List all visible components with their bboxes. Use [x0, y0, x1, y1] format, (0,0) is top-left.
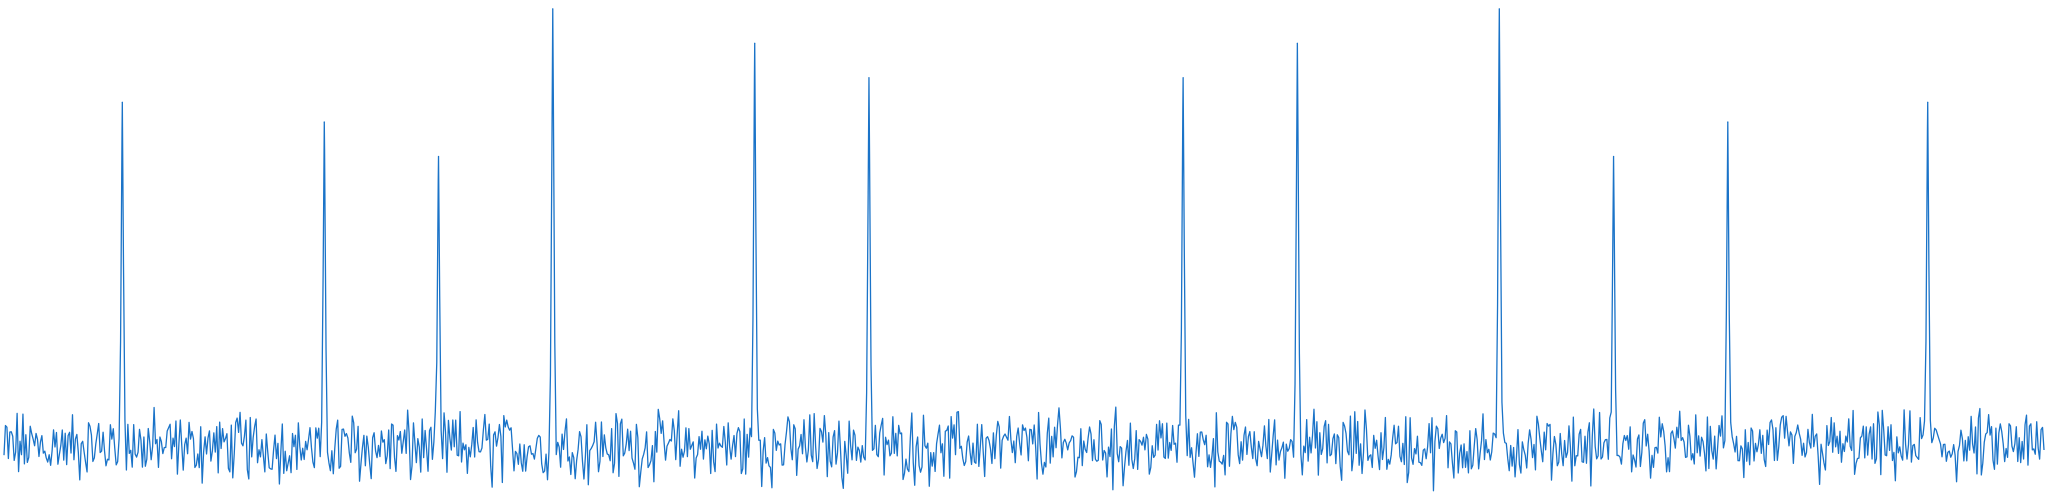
peak-point-2 [323, 121, 325, 123]
peak-point-11 [1727, 121, 1729, 123]
peak-point-12 [1927, 101, 1929, 103]
peak-markers-layer [121, 8, 1929, 158]
peak-point-10 [1612, 155, 1615, 158]
peak-point-4 [552, 8, 554, 10]
series-layer [3, 8, 2045, 492]
peak-point-9 [1498, 8, 1500, 10]
peak-point-5 [754, 42, 756, 44]
peak-point-8 [1296, 42, 1298, 44]
peak-point-6 [868, 77, 870, 79]
series-line [3, 8, 2045, 492]
peak-point-3 [437, 155, 440, 158]
peak-point-1 [121, 101, 123, 103]
peak-point-7 [1182, 77, 1184, 79]
